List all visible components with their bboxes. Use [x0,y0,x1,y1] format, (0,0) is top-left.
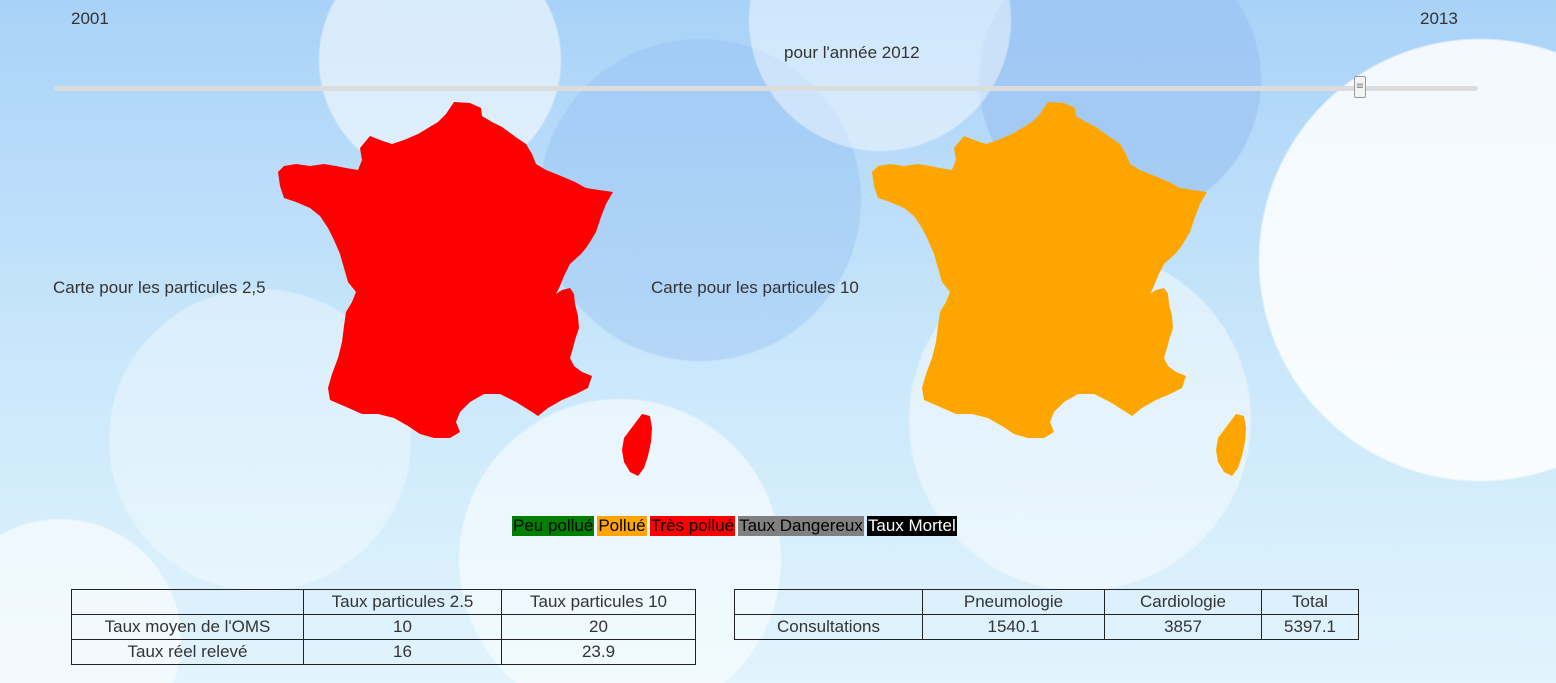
france-mainland-shape [872,102,1207,438]
table-cell: 16 [303,639,502,665]
table-cell: 10 [303,614,502,640]
year-slider-handle[interactable]: ≡ [1354,76,1366,98]
table-cell: 23.9 [501,639,696,665]
table-cell: Taux réel relevé [71,639,304,665]
table-row: Consultations 1540.1 3857 5397.1 [734,614,1359,640]
map-title-pm10: Carte pour les particules 10 [651,278,859,297]
table-header-cell: Total [1261,589,1359,615]
france-mainland-shape [278,102,613,438]
pollution-legend: Peu pollué Pollué Très pollué Taux Dangereu… [512,516,960,536]
particles-table: Taux particules 2.5 Taux particules 10 T… [71,589,696,665]
table-header-cell: Pneumologie [922,589,1105,615]
table-cell: Taux moyen de l'OMS [71,614,304,640]
legend-tres-pollue: Très pollué [649,516,736,536]
table-row: Taux réel relevé 16 23.9 [71,639,696,665]
table-cell: 20 [501,614,696,640]
legend-taux-dangereux: Taux Dangereux [738,516,864,536]
table-header-row: Taux particules 2.5 Taux particules 10 [71,589,696,615]
corsica-shape [1216,414,1246,476]
table-row: Taux moyen de l'OMS 10 20 [71,614,696,640]
table-header-row: Pneumologie Cardiologie Total [734,589,1359,615]
table-cell: 1540.1 [922,614,1105,640]
table-cell: Consultations [734,614,923,640]
legend-pollue: Pollué [597,516,647,536]
table-header-cell: Cardiologie [1104,589,1262,615]
table-header-cell [734,589,923,615]
legend-taux-mortel: Taux Mortel [866,516,957,536]
year-caption: pour l'année 2012 [784,43,920,62]
table-cell: 5397.1 [1261,614,1359,640]
france-map-pm10 [872,102,1246,476]
corsica-shape [622,414,652,476]
table-header-cell: Taux particules 10 [501,589,696,615]
slider-max-label: 2013 [1420,9,1458,28]
map-title-pm25: Carte pour les particules 2,5 [53,278,266,297]
table-header-cell: Taux particules 2.5 [303,589,502,615]
table-cell: 3857 [1104,614,1262,640]
table-header-cell [71,589,304,615]
france-map-pm25 [278,102,652,476]
slider-min-label: 2001 [71,9,109,28]
year-slider-track[interactable] [54,86,1478,91]
legend-peu-pollue: Peu pollué [512,516,595,536]
consultations-table: Pneumologie Cardiologie Total Consultati… [734,589,1359,640]
